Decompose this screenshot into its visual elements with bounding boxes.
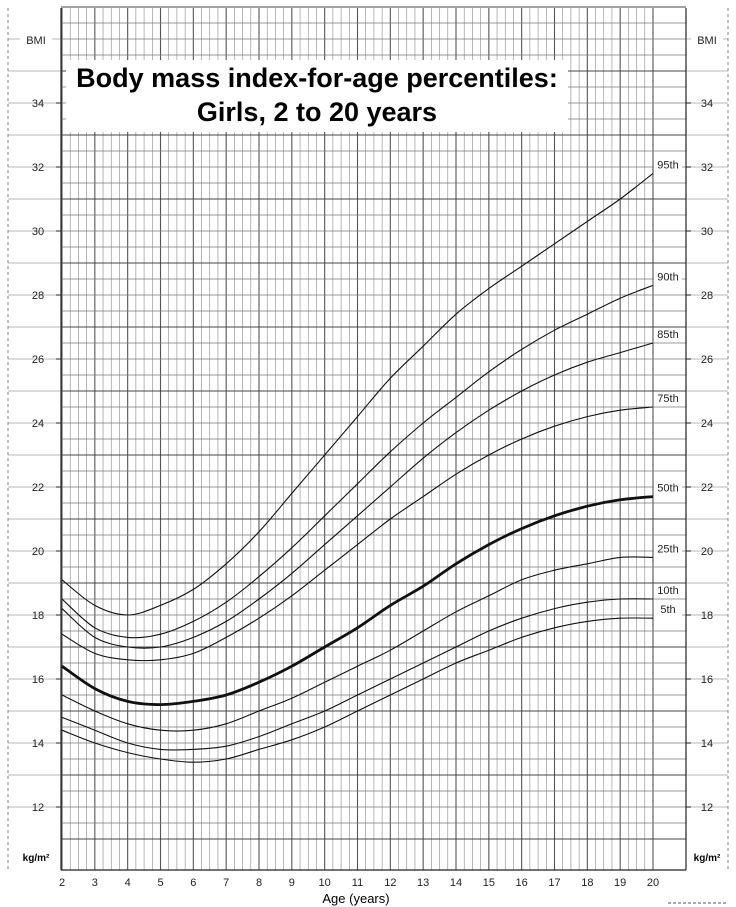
x-tick-label: 3 — [92, 877, 98, 889]
series-label-bg — [654, 328, 682, 341]
y-tick-label-right: 32 — [701, 162, 713, 174]
y-tick-label-left: 18 — [32, 610, 44, 622]
y-unit-label-left: kg/m² — [23, 853, 50, 864]
title-box: Body mass index-for-age percentiles: Gir… — [66, 60, 568, 132]
x-tick-label: 4 — [125, 877, 131, 889]
x-axis-label: Age (years) — [322, 891, 389, 906]
x-tick-label: 6 — [190, 877, 196, 889]
y-unit-label-right: kg/m² — [694, 853, 721, 864]
series-line-5th — [61, 617, 654, 763]
y-tick-label-right: 26 — [701, 354, 713, 366]
x-tick-label: 19 — [614, 877, 626, 889]
y-tick-label-left: 30 — [32, 226, 44, 238]
percentile-curves — [61, 172, 654, 763]
y-tick-label-right: 20 — [701, 546, 713, 558]
series-label-75th: 75th — [657, 393, 678, 405]
x-tick-label: 11 — [352, 877, 363, 889]
series-label-bg — [654, 481, 682, 495]
series-label-50th: 50th — [657, 483, 678, 495]
y-tick-label-left: 26 — [32, 354, 44, 366]
y-tick-label-right: 34 — [701, 98, 713, 110]
series-label-25th: 25th — [657, 543, 678, 555]
y-tick-label-right: 18 — [701, 610, 713, 622]
y-tick-label-left: 28 — [32, 290, 44, 302]
x-tick-label: 7 — [223, 877, 229, 889]
y-tick-label-left: 34 — [32, 98, 44, 110]
series-label-bg — [654, 158, 682, 172]
y-tick-label-right: 22 — [701, 482, 713, 494]
series-line-50th — [61, 495, 654, 707]
y-axis-title-right: BMI — [697, 35, 717, 47]
series-label-5th: 5th — [660, 604, 675, 616]
chart-grid — [61, 6, 686, 870]
y-tick-label-left: 16 — [32, 674, 44, 686]
series-line-95th — [61, 172, 654, 616]
series-line-25th — [61, 556, 654, 732]
y-tick-label-left: 12 — [32, 802, 44, 814]
series-label-bg — [654, 603, 682, 617]
x-tick-label: 15 — [483, 877, 495, 889]
title-background — [66, 60, 568, 132]
x-tick-label: 8 — [256, 877, 262, 889]
series-label-bg — [654, 542, 682, 556]
x-tick-label: 9 — [289, 877, 295, 889]
x-tick-label: 13 — [417, 877, 429, 889]
series-line-90th — [61, 284, 654, 639]
series-label-95th: 95th — [657, 159, 678, 171]
y-tick-label-right: 24 — [701, 418, 713, 430]
series-label-90th: 90th — [657, 271, 678, 283]
percentile-labels: 95th 90th 85th 75th 50th 25th 10th 5th — [654, 158, 682, 617]
y-tick-label-left: 20 — [32, 546, 44, 558]
series-label-bg — [654, 270, 682, 284]
series-line-75th — [61, 406, 654, 662]
series-label-10th: 10th — [657, 585, 678, 597]
x-tick-label: 14 — [450, 877, 462, 889]
y-tick-label-right: 28 — [701, 290, 713, 302]
y-tick-label-right: 14 — [701, 738, 713, 750]
series-label-bg — [654, 392, 682, 405]
bmi-label-bg-right — [691, 34, 723, 48]
y-axis-title-left: BMI — [26, 35, 46, 47]
unit-label-bg-right — [687, 851, 727, 865]
x-tick-label: 5 — [157, 877, 163, 889]
x-tick-label: 16 — [516, 877, 528, 889]
x-tick-label: 12 — [384, 877, 396, 889]
series-line-10th — [61, 598, 654, 751]
x-tick-label: 17 — [548, 877, 560, 889]
y-tick-label-left: 24 — [32, 418, 44, 430]
x-tick-label: 2 — [59, 877, 65, 889]
y-tick-label-left: 32 — [32, 162, 44, 174]
y-tick-label-right: 12 — [701, 802, 713, 814]
unit-label-bg-left — [16, 851, 56, 865]
x-tick-label: 18 — [581, 877, 593, 889]
series-label-85th: 85th — [657, 329, 678, 341]
x-tick-label: 10 — [319, 877, 331, 889]
y-tick-label-left: 14 — [32, 738, 44, 750]
chart-title-line-2: Girls, 2 to 20 years — [197, 97, 437, 127]
y-tick-label-right: 30 — [701, 226, 713, 238]
bmi-label-bg-left — [20, 34, 52, 48]
chart-title-line-1: Body mass index-for-age percentiles: — [76, 63, 558, 93]
series-label-bg — [654, 584, 682, 597]
x-tick-label: 20 — [647, 877, 659, 889]
series-line-85th — [61, 342, 654, 649]
y-tick-label-left: 22 — [32, 482, 44, 494]
y-tick-label-right: 16 — [701, 674, 713, 686]
